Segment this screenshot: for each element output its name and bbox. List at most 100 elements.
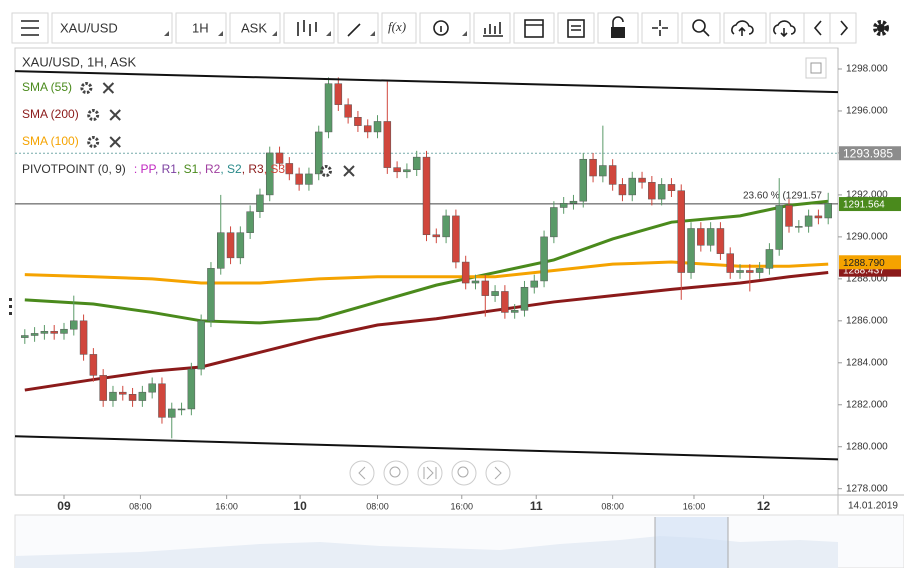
report-button[interactable] xyxy=(557,12,595,44)
price-tag xyxy=(839,197,901,212)
zoom-out[interactable] xyxy=(383,460,409,486)
candle-body xyxy=(207,268,215,322)
candle-body xyxy=(667,184,676,191)
candle-body xyxy=(109,391,117,401)
plot-area xyxy=(14,47,839,496)
candle-body xyxy=(736,270,744,273)
candle-body xyxy=(540,236,548,282)
candle-body xyxy=(285,163,294,175)
chart-type-button[interactable] xyxy=(283,12,335,44)
navigator-area xyxy=(15,536,838,568)
candle-body xyxy=(638,177,646,183)
price-tag-label: 1288.437 xyxy=(843,265,885,276)
legend-settings[interactable] xyxy=(87,136,100,148)
candle-body xyxy=(197,320,205,370)
candle-body xyxy=(716,228,725,254)
gear-icon xyxy=(80,82,93,94)
candle-body xyxy=(824,203,832,219)
candle-body xyxy=(30,333,39,336)
candle-body xyxy=(628,177,636,196)
reset[interactable] xyxy=(417,460,443,486)
candle-body xyxy=(99,375,107,401)
navigator xyxy=(14,514,904,569)
candle-body xyxy=(550,207,558,238)
candle-body xyxy=(481,280,490,296)
legend-settings[interactable] xyxy=(80,82,93,94)
expand-button[interactable] xyxy=(805,57,827,79)
navigator-window[interactable] xyxy=(655,517,728,568)
pan-right[interactable] xyxy=(485,460,511,486)
candle-body xyxy=(393,167,401,173)
symbol-select[interactable]: XAU/USD xyxy=(51,12,173,44)
chart-title: XAU/USD, 1H, ASK xyxy=(22,54,136,69)
legend-remove[interactable] xyxy=(343,165,355,177)
legend-entry: SMA (100) xyxy=(22,134,79,148)
zoom-in[interactable] xyxy=(451,460,477,486)
drag-handle[interactable] xyxy=(9,298,12,315)
gear-icon[interactable] xyxy=(320,165,332,177)
sma-line xyxy=(24,271,829,392)
legend-remove[interactable] xyxy=(109,136,121,148)
price-tag-label: 1291.564 xyxy=(843,200,885,211)
scroll-right-button[interactable] xyxy=(829,12,857,44)
pivot-part: , R1 xyxy=(155,162,177,176)
candle-body xyxy=(687,228,695,273)
interval-select[interactable]: 1H xyxy=(175,12,227,44)
x-tick-label: 12 xyxy=(757,499,771,513)
candle-body xyxy=(657,184,666,200)
candle-body xyxy=(471,280,480,284)
settings-button[interactable] xyxy=(873,20,889,36)
lock-button[interactable] xyxy=(597,12,639,44)
candle-body xyxy=(168,408,176,418)
indicator-button[interactable] xyxy=(473,12,511,44)
legend-remove[interactable] xyxy=(102,82,115,94)
x-tick-label: 08:00 xyxy=(129,501,152,511)
x-tick-label: 11 xyxy=(530,499,543,513)
info-button[interactable] xyxy=(419,12,471,44)
candle-body xyxy=(344,104,352,118)
draw-button[interactable] xyxy=(337,12,379,44)
candle-body xyxy=(256,194,264,212)
candle-body xyxy=(128,394,137,401)
candle-body xyxy=(324,83,333,133)
menu-button[interactable] xyxy=(11,12,49,44)
candle-body xyxy=(119,391,127,395)
calendar-button[interactable] xyxy=(513,12,555,44)
legend-entry: SMA (200) xyxy=(22,107,79,121)
interval: 1H xyxy=(192,20,209,35)
side-select[interactable]: ASK xyxy=(229,12,281,44)
legend-remove[interactable] xyxy=(109,109,121,121)
candle-body xyxy=(755,268,764,273)
candle-body xyxy=(618,184,627,196)
function-button[interactable]: f(x) xyxy=(381,12,417,44)
pivot-name: PIVOTPOINT (0, 9) xyxy=(22,162,126,176)
chart-navigation xyxy=(349,460,511,486)
legend-entry: SMA (55) xyxy=(22,80,72,94)
upload-button[interactable] xyxy=(723,12,767,44)
zoom-button[interactable] xyxy=(681,12,721,44)
scroll-left-button[interactable] xyxy=(803,12,831,44)
candle-body xyxy=(785,205,793,227)
sma-line xyxy=(24,260,829,285)
y-tick-label: 1288.000 xyxy=(846,273,888,284)
pan-left[interactable] xyxy=(349,460,375,486)
candle-body xyxy=(569,200,578,204)
x-tick-label: 09 xyxy=(57,499,71,513)
candle-body xyxy=(363,125,372,133)
x-tick-label: 10 xyxy=(293,499,307,513)
candle-body xyxy=(608,165,617,185)
candle-body xyxy=(422,156,431,236)
download-button[interactable] xyxy=(769,12,805,44)
candle-body xyxy=(89,354,98,376)
candle-body xyxy=(236,232,245,259)
candle-body xyxy=(60,328,68,334)
candle-body xyxy=(40,331,49,334)
candle-body xyxy=(599,165,607,177)
candle-body xyxy=(403,169,411,173)
legend-settings[interactable] xyxy=(87,109,100,121)
channel-line xyxy=(14,70,839,94)
candle-body xyxy=(334,83,343,105)
candle-body xyxy=(158,383,166,418)
crosshair-button[interactable] xyxy=(641,12,679,44)
